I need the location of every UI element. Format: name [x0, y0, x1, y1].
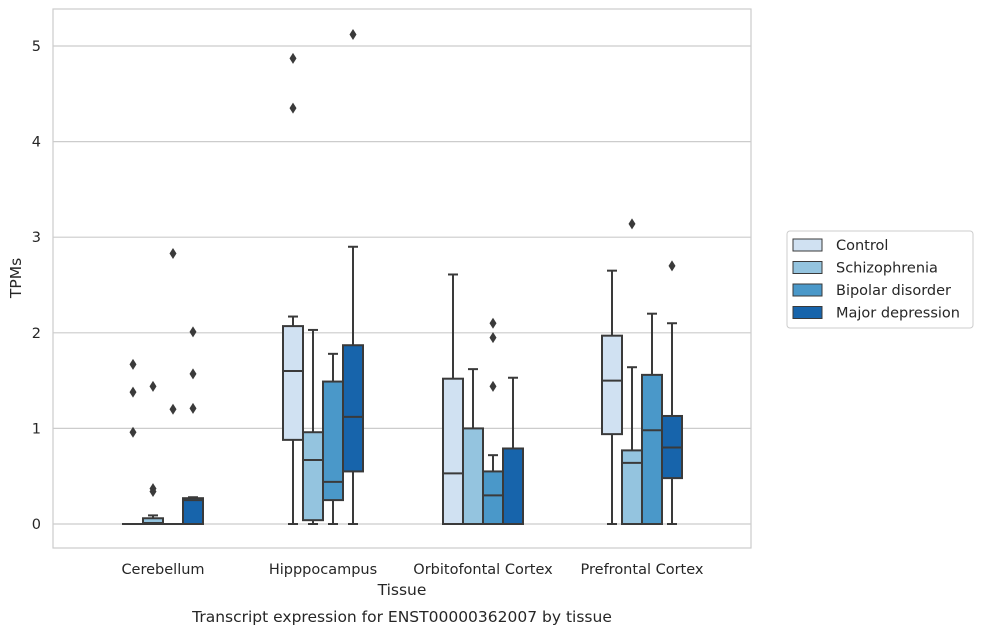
- box-bipolar-disorder: [482, 317, 504, 526]
- outlier-point: [349, 29, 357, 41]
- y-axis-label: TPMs: [7, 258, 25, 299]
- iqr-box: [182, 497, 204, 525]
- iqr-box: [302, 431, 324, 522]
- iqr-box: [621, 449, 643, 525]
- box-schizophrenia: [621, 218, 643, 525]
- box-control: [282, 52, 304, 525]
- iqr-box: [462, 427, 484, 525]
- box-schizophrenia: [462, 368, 484, 525]
- x-tick-label: Cerebellum: [121, 562, 204, 578]
- box-major-depression: [661, 260, 683, 525]
- legend-item: Control: [792, 238, 888, 254]
- outlier-point: [149, 483, 157, 495]
- outlier-point: [189, 402, 197, 414]
- outlier-point: [628, 218, 636, 230]
- outlier-point: [489, 332, 497, 344]
- x-tick-label: Orbitofontal Cortex: [413, 562, 553, 578]
- y-tick-label: 3: [32, 230, 41, 246]
- legend-label: Schizophrenia: [836, 261, 938, 277]
- box-major-depression: [502, 376, 524, 526]
- box-bipolar-disorder: [322, 352, 344, 525]
- y-tick-label: 1: [32, 421, 41, 437]
- box-series: [122, 29, 683, 526]
- iqr-box: [282, 325, 304, 441]
- outlier-point: [289, 102, 297, 114]
- legend-frame: [786, 230, 974, 329]
- x-axis-label: Tissue: [377, 581, 427, 599]
- outlier-point: [489, 380, 497, 392]
- box-schizophrenia: [302, 328, 324, 525]
- outlier-point: [129, 426, 137, 438]
- legend-item: Bipolar disorder: [792, 283, 951, 299]
- x-tick-label: Prefrontal Cortex: [581, 562, 704, 578]
- box-control: [122, 358, 144, 526]
- figure-caption: Transcript expression for ENST0000036200…: [191, 608, 612, 626]
- legend-swatch: [792, 261, 823, 274]
- outlier-point: [668, 260, 676, 272]
- outlier-point: [189, 326, 197, 338]
- box-control: [442, 273, 464, 525]
- outlier-point: [149, 380, 157, 392]
- box-control: [601, 269, 623, 525]
- x-tick-label: Hipppocampus: [269, 562, 377, 578]
- outlier-point: [289, 52, 297, 64]
- box-schizophrenia: [142, 380, 164, 525]
- box-major-depression: [182, 326, 204, 525]
- legend-item: Schizophrenia: [792, 261, 938, 277]
- legend-label: Bipolar disorder: [836, 283, 951, 299]
- outlier-point: [489, 317, 497, 329]
- legend-label: Major depression: [836, 306, 960, 322]
- outlier-point: [129, 386, 137, 398]
- iqr-box: [342, 344, 364, 473]
- y-tick-label: 4: [32, 135, 41, 151]
- iqr-box: [482, 470, 504, 526]
- box-bipolar-disorder: [162, 247, 184, 526]
- y-tick-label: 2: [32, 326, 41, 342]
- box-major-depression: [342, 29, 364, 525]
- iqr-box: [601, 334, 623, 436]
- legend-swatch: [792, 238, 823, 252]
- legend: Control Schizophrenia Bipolar disorder Majo…: [786, 230, 974, 329]
- plot-frame: [52, 8, 752, 549]
- legend-item: Major depression: [792, 306, 960, 322]
- legend-swatch: [792, 283, 823, 297]
- outlier-point: [169, 403, 177, 415]
- box-bipolar-disorder: [641, 312, 663, 526]
- outlier-point: [129, 358, 137, 370]
- y-tick-label: 0: [32, 517, 41, 533]
- outlier-point: [169, 247, 177, 259]
- iqr-box: [442, 377, 464, 525]
- legend-swatch: [792, 306, 823, 319]
- outlier-point: [189, 368, 197, 380]
- iqr-box: [502, 447, 524, 526]
- y-tick-labels: 0 1 2 3 4 5: [32, 39, 41, 533]
- iqr-box: [641, 373, 663, 526]
- y-tick-label: 5: [32, 39, 41, 55]
- x-tick-labels: Cerebellum Hipppocampus Orbitofontal Corte…: [121, 562, 703, 578]
- legend-label: Control: [836, 238, 888, 254]
